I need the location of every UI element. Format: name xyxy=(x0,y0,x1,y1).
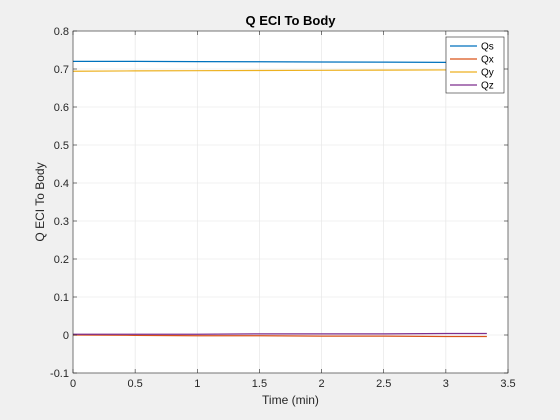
x-axis-label: Time (min) xyxy=(262,393,319,407)
x-tick-label: 3.5 xyxy=(500,378,515,390)
y-tick-label: -0.1 xyxy=(50,368,69,380)
y-tick-label: 0.4 xyxy=(54,178,69,190)
x-tick-label: 3 xyxy=(443,378,449,390)
y-tick-label: 0.8 xyxy=(54,26,69,38)
legend-label-qx: Qx xyxy=(481,55,494,66)
y-tick-label: 0.3 xyxy=(54,216,69,228)
x-tick-labels: 0 0.5 1 1.5 2 2.5 3 3.5 xyxy=(70,378,516,390)
x-tick-label: 1 xyxy=(194,378,200,390)
series-line-qz xyxy=(73,332,487,335)
x-tick-label: 2 xyxy=(319,378,325,390)
y-tick-label: 0.5 xyxy=(54,140,69,152)
legend[interactable]: Qs Qx Qy Qz xyxy=(445,36,505,94)
legend-label-qy: Qy xyxy=(481,68,494,79)
y-tick-label: 0.6 xyxy=(54,102,69,114)
y-tick-label: 0 xyxy=(63,330,69,342)
legend-label-qs: Qs xyxy=(481,42,494,53)
y-tick-label: 0.7 xyxy=(54,64,69,76)
y-tick-labels: -0.1 0 0.1 0.2 0.3 0.4 0.5 0.6 0.7 0.8 xyxy=(50,26,69,380)
y-axis-label: Q ECI To Body xyxy=(33,162,47,241)
plot-area xyxy=(73,31,508,373)
chart-title: Q ECI To Body xyxy=(245,13,336,28)
x-tick-label: 1.5 xyxy=(252,378,267,390)
x-tick-label: 0.5 xyxy=(127,378,142,390)
y-tick-label: 0.1 xyxy=(54,292,69,304)
series-group xyxy=(72,60,487,338)
y-tick-label: 0.2 xyxy=(54,254,69,266)
series-line-qy xyxy=(72,69,487,72)
x-tick-label: 0 xyxy=(70,378,76,390)
axes-box xyxy=(72,30,509,374)
legend-label-qz: Qz xyxy=(481,81,494,92)
x-tick-label: 2.5 xyxy=(376,378,391,390)
ticks xyxy=(72,30,509,374)
series-line-qx xyxy=(72,334,487,338)
series-line-qs xyxy=(73,60,487,64)
